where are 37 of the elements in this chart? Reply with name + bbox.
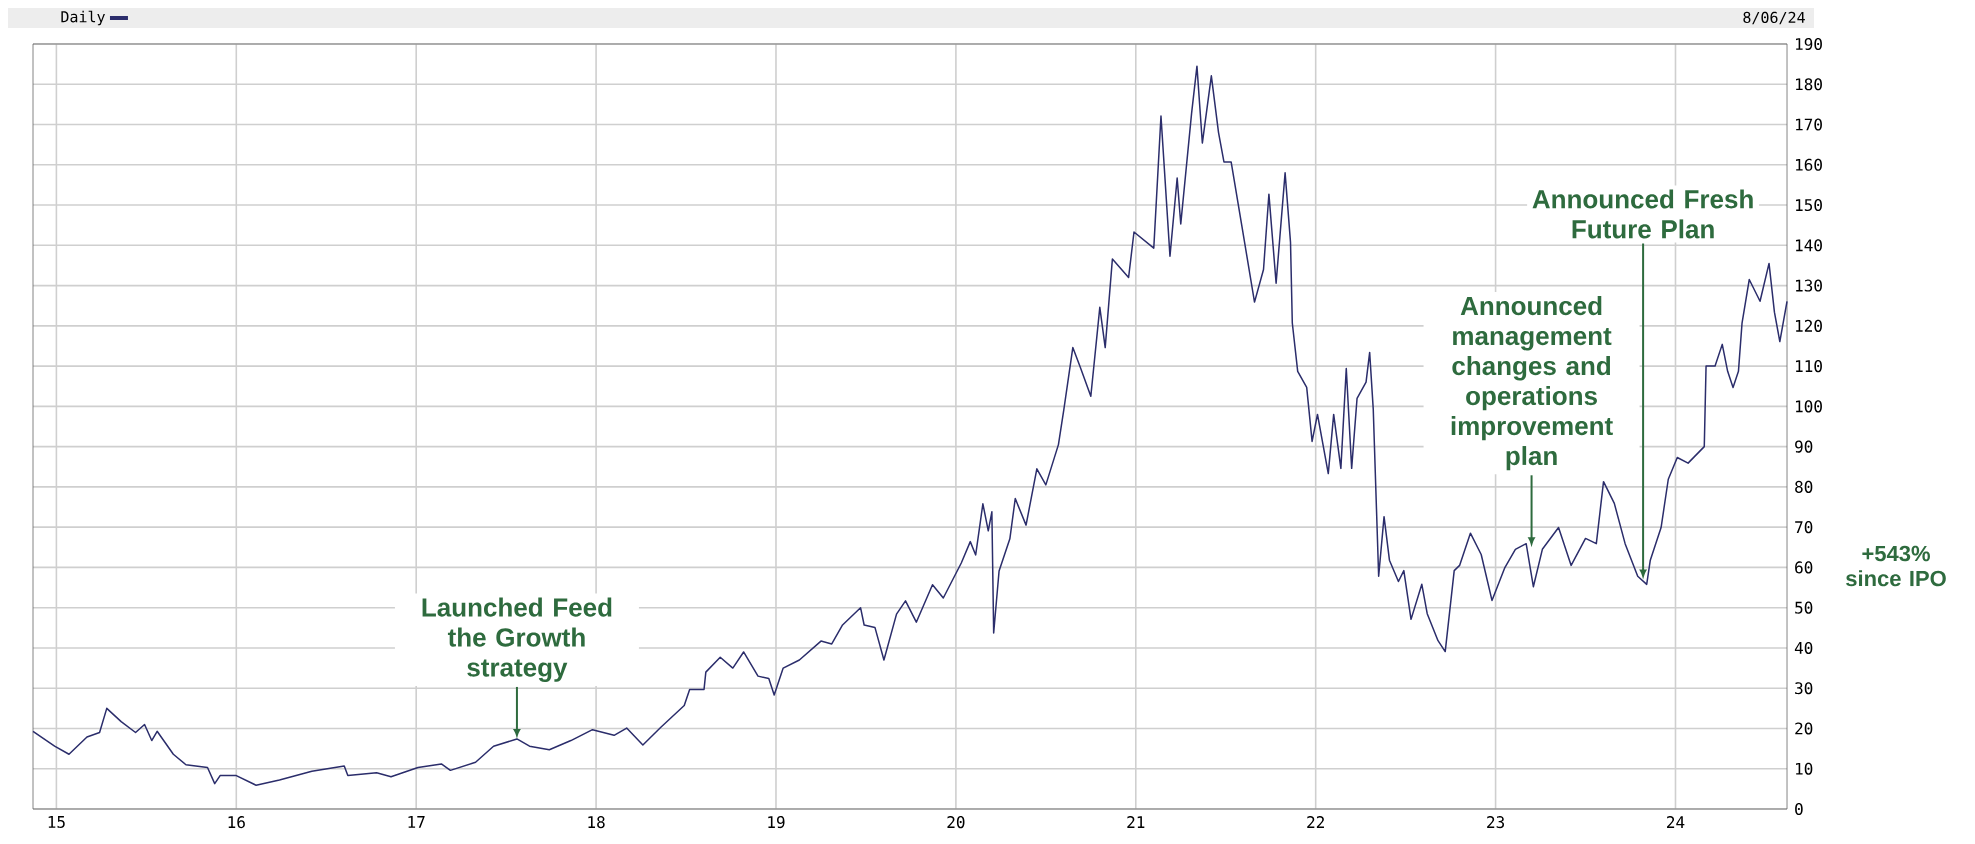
- y-tick-label: 120: [1796, 319, 1822, 332]
- text: +543% since IPO: [1846, 545, 1946, 587]
- y-tick-label: 100: [1796, 400, 1822, 413]
- y-tick-label: 170: [1796, 118, 1822, 131]
- x-tick-label: 19: [768, 816, 785, 829]
- x-tick-label: 22: [1307, 816, 1324, 828]
- x-tick-label: 16: [228, 816, 245, 829]
- y-tick-label: 80: [1795, 480, 1813, 493]
- y-tick-label: 160: [1796, 158, 1822, 171]
- annotation: Launched Feed the Growth strategy: [422, 597, 612, 682]
- y-tick-label: 10: [1796, 762, 1813, 775]
- y-tick-label: 110: [1796, 360, 1822, 373]
- y-tick-label: 30: [1795, 682, 1813, 695]
- annotation: Announced Fresh Future Plan: [1532, 189, 1753, 239]
- x-tick-label: 23: [1487, 816, 1505, 829]
- y-tick-label: 0: [1795, 802, 1803, 816]
- line-series: [32, 65, 1788, 786]
- text: 8/06/24: [1743, 11, 1805, 25]
- y-tick-label: 140: [1796, 239, 1822, 252]
- y-tick-label: 190: [1796, 37, 1822, 51]
- y-tick-label: 130: [1796, 279, 1822, 292]
- x-tick-label: 17: [408, 816, 425, 828]
- chart-title: Daily: [61, 10, 105, 26]
- y-tick-label: 90: [1795, 440, 1813, 453]
- y-tick-label: 40: [1794, 641, 1813, 654]
- y-tick-label: 70: [1795, 521, 1813, 534]
- x-tick-label: 20: [947, 816, 965, 829]
- y-tick-label: 180: [1796, 78, 1822, 91]
- y-tick-label: 50: [1795, 601, 1813, 614]
- x-tick-label: 15: [48, 816, 65, 828]
- annotation: Announced management changes and operations improvement plan: [1451, 296, 1613, 471]
- x-tick-label: 24: [1667, 816, 1685, 828]
- x-tick-label: 18: [588, 816, 605, 829]
- y-tick-label: 60: [1795, 561, 1813, 574]
- y-tick-label: 20: [1795, 722, 1813, 735]
- x-tick-label: 21: [1127, 816, 1145, 828]
- y-tick-label: 150: [1796, 198, 1822, 212]
